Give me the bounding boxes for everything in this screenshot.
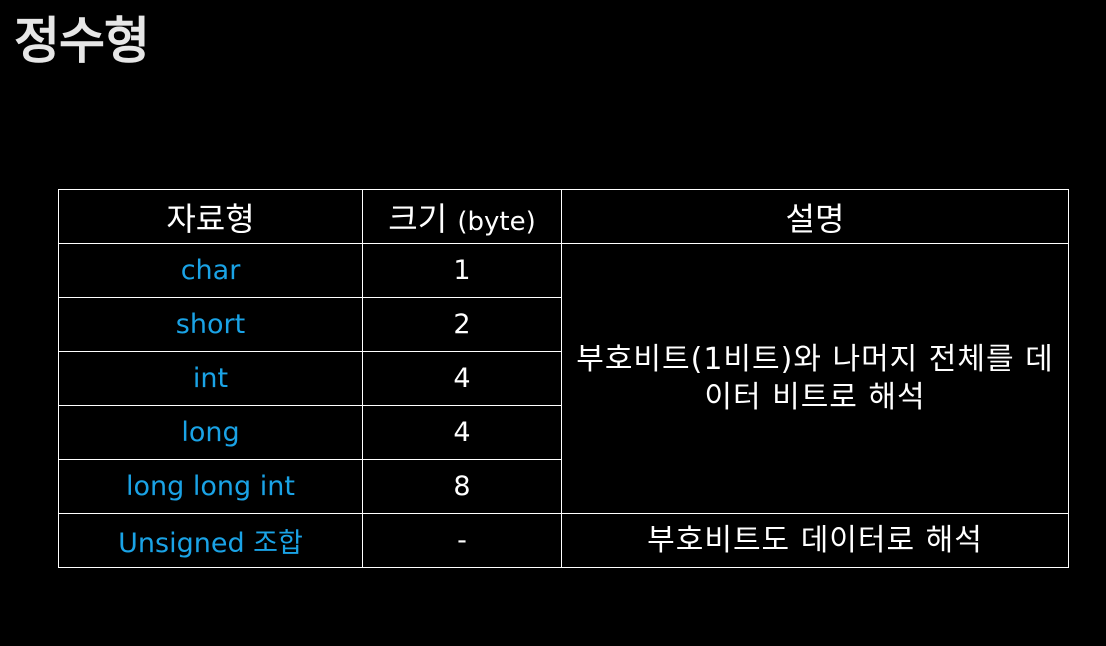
size-cell: 8 xyxy=(362,459,562,514)
unsigned-description-cell: 부호비트도 데이터로 해석 xyxy=(561,513,1069,568)
size-cell: 2 xyxy=(362,297,562,352)
header-size: 크기 (byte) xyxy=(362,189,562,244)
table-row: Unsigned 조합 - 부호비트도 데이터로 해석 xyxy=(58,513,1069,568)
header-size-label: 크기 xyxy=(388,199,448,238)
size-cell: 1 xyxy=(362,243,562,298)
table-row: int 4 xyxy=(58,351,1069,406)
page-title: 정수형 xyxy=(14,12,150,70)
header-size-unit: (byte) xyxy=(457,206,536,237)
type-name-cell: long long int xyxy=(58,459,363,514)
integer-types-table: 자료형 크기 (byte) 설명 char 1 부호비트(1비트)와 나머지 전… xyxy=(58,189,1069,568)
size-cell: 4 xyxy=(362,405,562,460)
type-name-cell: long xyxy=(58,405,363,460)
table-row: char 1 부호비트(1비트)와 나머지 전체를 데이터 비트로 해석 xyxy=(58,243,1069,514)
type-name-cell: char xyxy=(58,243,363,298)
header-type: 자료형 xyxy=(58,189,363,244)
signed-description-cell: 부호비트(1비트)와 나머지 전체를 데이터 비트로 해석 xyxy=(561,243,1069,514)
type-name-cell: int xyxy=(58,351,363,406)
type-name-cell: short xyxy=(58,297,363,352)
header-description: 설명 xyxy=(561,189,1069,244)
table-row: long 4 xyxy=(58,405,1069,460)
size-cell: - xyxy=(362,513,562,568)
table-header-row: 자료형 크기 (byte) 설명 xyxy=(58,189,1069,244)
size-cell: 4 xyxy=(362,351,562,406)
table-row: short 2 xyxy=(58,297,1069,352)
type-name-cell: Unsigned 조합 xyxy=(58,513,363,568)
